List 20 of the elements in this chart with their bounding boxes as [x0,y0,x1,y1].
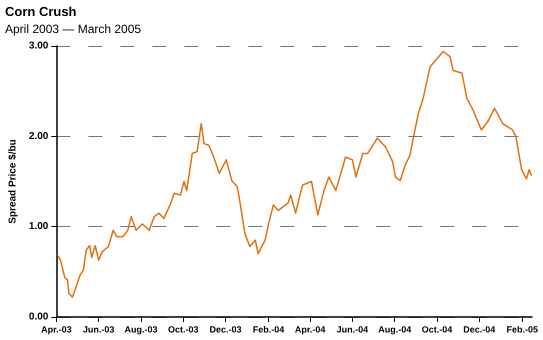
chart-title: Corn Crush [5,4,77,19]
x-tick-label: Feb.-04 [252,324,284,334]
y-tick-label: 2.00 [28,130,49,142]
x-tick-label: Feb.-05 [506,324,538,334]
chart-subtitle: April 2003 — March 2005 [5,22,142,36]
x-tick-label: Aug.-03 [124,324,158,334]
y-tick-label: 3.00 [28,40,49,52]
x-tick-label: Dec.-03 [210,324,242,334]
x-tick-label: Oct.-03 [168,324,199,334]
y-tick-label: 0.00 [28,312,49,322]
y-axis-title: Spread Price $/bu [8,139,18,224]
line-series [57,50,532,298]
y-tick-label: 1.00 [28,221,49,232]
x-tick-label: Apr.-04 [294,324,326,334]
x-tick-label: Aug.-04 [378,324,412,334]
x-tick-label: Jun.-03 [82,324,114,334]
x-tick-label: Dec.-04 [463,324,496,334]
x-tick-label: Apr.-03 [41,324,72,334]
x-tick-label: Oct.-04 [422,324,452,334]
x-tick-label: Jun.-04 [336,324,368,334]
